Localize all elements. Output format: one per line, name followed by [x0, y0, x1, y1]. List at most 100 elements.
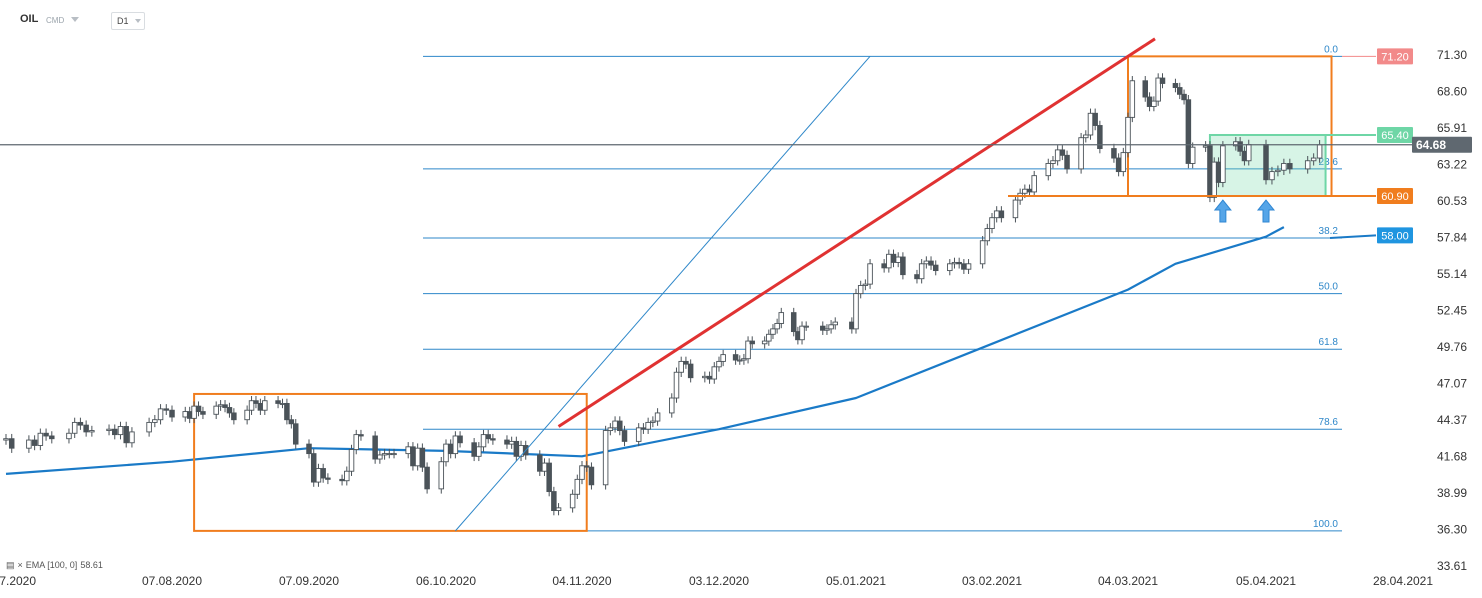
candle-body [217, 404, 224, 407]
candle-body [123, 426, 129, 444]
candle-body [112, 428, 118, 436]
candle-body [253, 400, 259, 404]
fib-level-label: 100.0 [1313, 519, 1338, 530]
candle-body [1155, 77, 1161, 102]
fib-level-label: 0.0 [1324, 44, 1338, 55]
candle-body [89, 430, 95, 433]
candle-body [706, 375, 713, 380]
candle-body [386, 453, 393, 456]
price-label-badge [1377, 188, 1413, 205]
drawing-lines[interactable] [0, 37, 1412, 532]
ema-line [5, 226, 1285, 475]
candle-body [1185, 99, 1192, 164]
candle-body [862, 283, 869, 286]
candle-body [790, 312, 797, 333]
candle-body [377, 454, 383, 460]
candle-body [1050, 160, 1056, 164]
candle-body [372, 435, 378, 460]
candle-body [989, 217, 995, 229]
candle-body [1176, 87, 1183, 95]
candle-body [1287, 163, 1293, 170]
time-axis[interactable]: 09.07.2020 07.08.2020 07.09.2020 06.10.2020… [0, 574, 1433, 588]
candle-body [820, 325, 826, 331]
candle-body [117, 426, 124, 436]
fib-trend-line[interactable] [455, 56, 871, 532]
candle-body [66, 432, 72, 440]
candle-body [984, 228, 991, 242]
candle-body [443, 443, 449, 463]
price-tick-label: 57.84 [1437, 230, 1467, 244]
candle-body [1059, 149, 1066, 156]
candle-body [157, 408, 164, 421]
candle-body [49, 435, 55, 440]
candle-body [1172, 83, 1179, 88]
candle-body [1125, 116, 1131, 154]
candle-body [1159, 77, 1166, 84]
candle-body [1064, 154, 1070, 170]
candle-body [424, 466, 430, 490]
candle-body [1022, 188, 1028, 194]
candle-body [152, 419, 158, 423]
candle-body [766, 333, 772, 342]
candle-body [588, 466, 595, 486]
price-tick-label: 38.99 [1437, 486, 1467, 500]
price-label-badge [1377, 227, 1413, 244]
candle-body [358, 434, 364, 437]
candle-body [471, 442, 477, 457]
candle-body [83, 424, 89, 433]
trendline-red[interactable] [557, 37, 1156, 428]
candle-body [191, 405, 197, 419]
date-tick-label: 07.08.2020 [142, 574, 202, 588]
candle-body [1097, 125, 1103, 150]
fib-level-label: 78.6 [1319, 417, 1339, 428]
candle-body [485, 434, 491, 440]
candle-body [452, 435, 459, 455]
candle-body [419, 447, 426, 468]
timeframe-select[interactable]: D1 [111, 12, 145, 30]
candle-body [71, 421, 78, 434]
candle-body [914, 274, 920, 280]
arrow-up-icon [1256, 199, 1276, 223]
candle-body [640, 427, 647, 430]
candle-body [895, 256, 901, 263]
candle-body [546, 462, 552, 493]
instrument-type-label: CMD [46, 16, 65, 25]
candle-body [537, 454, 543, 472]
range-box[interactable] [193, 392, 588, 532]
candle-body [182, 411, 189, 418]
candle-body [918, 263, 925, 280]
price-tick-label: 36.30 [1437, 523, 1467, 537]
candlestick-series [3, 73, 1323, 516]
date-tick-label: 06.10.2020 [416, 574, 476, 588]
candle-body [1263, 144, 1269, 181]
candle-body [284, 402, 290, 421]
candle-body [1078, 137, 1084, 170]
candle-body [737, 359, 743, 362]
indicator-legend[interactable]: ▤ × EMA [100, 0] 58.61 [6, 560, 106, 571]
candle-body [1275, 169, 1281, 173]
candle-body [1281, 163, 1287, 171]
candle-body [248, 400, 255, 411]
price-axis[interactable]: 71.30 68.60 65.91 63.22 60.53 57.84 55.14 52.45… [1377, 48, 1472, 573]
candle-body [200, 411, 206, 415]
candle-body [1310, 157, 1317, 162]
candle-body [1087, 112, 1094, 136]
symbol-label[interactable]: OIL [20, 13, 39, 25]
fibonacci-retracement[interactable]: 0.0 23.6 38.2 50.0 61.8 78.6 100.0 [423, 44, 1342, 532]
chevron-down-icon[interactable] [71, 17, 79, 22]
candle-body [438, 461, 445, 490]
candle-body [195, 405, 202, 413]
candle-body [965, 263, 972, 270]
candle-body [951, 261, 958, 265]
price-label-text: 58.00 [1381, 230, 1409, 242]
candle-body [621, 430, 628, 442]
candle-body [410, 446, 416, 467]
candle-body [275, 400, 281, 404]
price-tick-label: 47.07 [1437, 377, 1467, 391]
candle-body [1316, 144, 1323, 159]
close-icon[interactable]: × [17, 560, 23, 570]
price-label-text: 60.90 [1381, 191, 1409, 203]
candle-body [325, 477, 331, 480]
candle-body [262, 400, 268, 411]
